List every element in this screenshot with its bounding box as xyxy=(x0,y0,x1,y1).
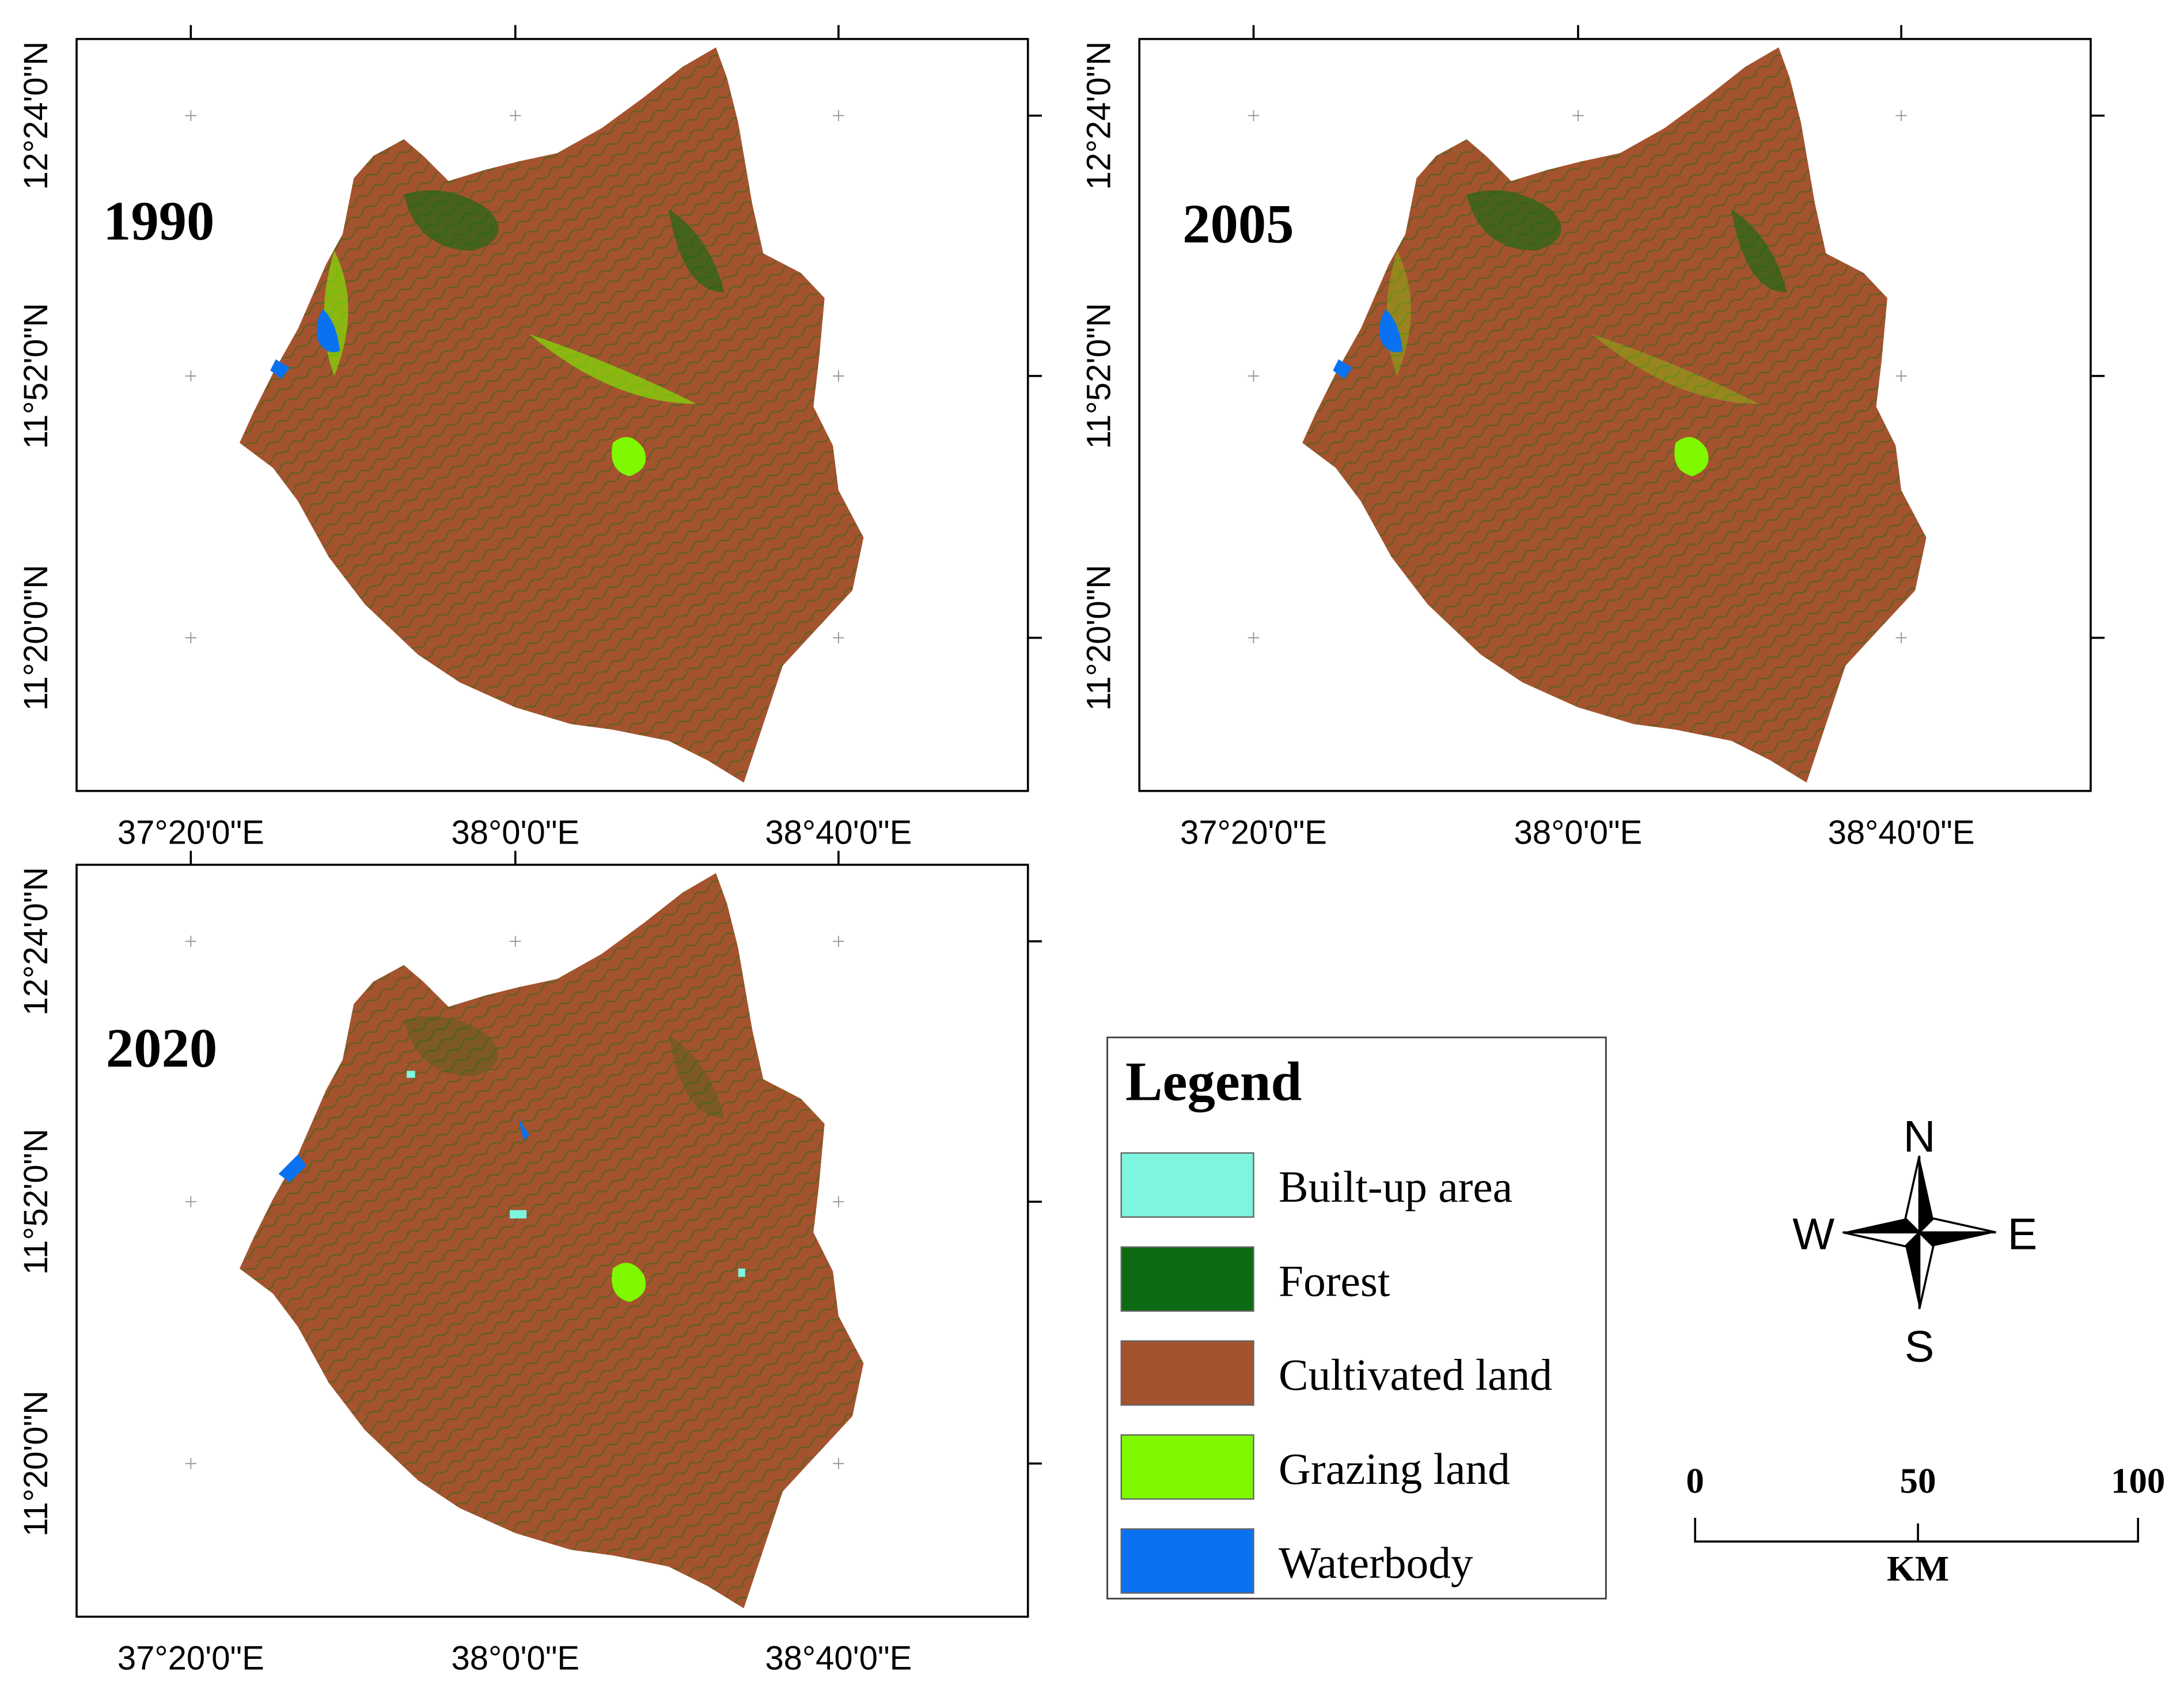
forest-patch xyxy=(1466,190,1787,293)
graticule-cross xyxy=(510,110,521,121)
scale-label: 50 xyxy=(1900,1461,1936,1501)
graticule-cross xyxy=(1895,110,1907,121)
waterbody xyxy=(1333,309,1403,379)
graticule-cross xyxy=(833,110,844,121)
longitude-label: 38°0'0"E xyxy=(451,1640,579,1677)
map-panel: 2020 37°20'0"E 38°0'0"E 38°40'0"E 12°24'0"N 1… xyxy=(17,850,1042,1677)
compass-north: N xyxy=(1904,1112,1936,1161)
latitude-label: 11°52'0"N xyxy=(1080,303,1117,449)
panels: 1990 37°20'0"E 38°0'0"E 38°40'0"E 12°24'0"N 1… xyxy=(17,25,2105,1677)
north-arrow: N S W E xyxy=(1792,1112,2037,1372)
compass-west: W xyxy=(1792,1209,1834,1259)
graticule-cross xyxy=(833,632,844,644)
year-label: 1990 xyxy=(103,190,214,252)
longitude-label: 37°20'0"E xyxy=(1180,814,1327,852)
legend-swatch xyxy=(1120,1340,1254,1406)
grazing-patch xyxy=(612,436,646,477)
graticule-cross xyxy=(1248,110,1260,121)
graticule-cross xyxy=(1572,110,1584,121)
graticule-cross xyxy=(1895,370,1907,382)
graticule-cross xyxy=(833,370,844,382)
grazing-patch xyxy=(1386,250,1760,404)
latitude-label: 12°24'0"N xyxy=(1080,41,1117,190)
graticule-cross xyxy=(185,110,196,121)
year-label: 2005 xyxy=(1182,193,1294,255)
waterbody xyxy=(270,309,340,379)
latitude-label: 11°20'0"N xyxy=(17,565,55,711)
graticule-cross xyxy=(1248,370,1260,382)
graticule-cross xyxy=(185,632,196,644)
longitude-label: 37°20'0"E xyxy=(117,814,264,852)
legend-label: Built-up area xyxy=(1279,1162,1512,1211)
scale-label: 0 xyxy=(1686,1461,1704,1501)
grazing-patch xyxy=(1674,436,1709,477)
compass-south: S xyxy=(1905,1322,1935,1372)
map-panel: 1990 37°20'0"E 38°0'0"E 38°40'0"E 12°24'0"N 1… xyxy=(17,25,1042,852)
grazing-patch xyxy=(612,1263,646,1302)
legend-swatch xyxy=(1120,1246,1254,1312)
legend-swatch xyxy=(1120,1434,1254,1500)
legend-swatch xyxy=(1120,1152,1254,1218)
map-panel: 2005 37°20'0"E 38°0'0"E 38°40'0"E 12°24'0"N 1… xyxy=(1080,25,2105,852)
longitude-label: 38°40'0"E xyxy=(765,1640,912,1677)
legend-label: Cultivated land xyxy=(1279,1350,1552,1400)
latitude-label: 11°20'0"N xyxy=(1080,565,1117,711)
grazing-patch xyxy=(324,250,697,404)
scale-bar: 0 50 100 KM xyxy=(1686,1461,2165,1589)
legend-label: Grazing land xyxy=(1279,1444,1510,1494)
legend-label: Waterbody xyxy=(1279,1538,1473,1587)
scale-unit: KM xyxy=(1887,1548,1949,1589)
graticule-cross xyxy=(185,1458,196,1469)
legend-box xyxy=(1106,1036,1607,1600)
graticule-cross xyxy=(833,936,844,947)
legend-label: Forest xyxy=(1279,1256,1390,1305)
legend-title: Legend xyxy=(1125,1051,1302,1112)
longitude-label: 37°20'0"E xyxy=(117,1640,264,1677)
graticule-cross xyxy=(1895,632,1907,644)
latitude-label: 12°24'0"N xyxy=(17,867,55,1016)
latitude-label: 12°24'0"N xyxy=(17,41,55,190)
legend-items: Built-up area Forest Cultivated land Grazin… xyxy=(1120,1152,1552,1594)
longitude-label: 38°0'0"E xyxy=(451,814,579,852)
legend: Legend Built-up area Forest Cultivated lan… xyxy=(1106,1036,1607,1600)
forest-patch xyxy=(404,1016,725,1118)
graticule-cross xyxy=(833,1196,844,1207)
latitude-label: 11°20'0"N xyxy=(17,1391,55,1537)
year-label: 2020 xyxy=(106,1017,217,1078)
longitude-label: 38°40'0"E xyxy=(1828,814,1975,852)
graticule-cross xyxy=(185,370,196,382)
graticule-cross xyxy=(833,1458,844,1469)
graticule-cross xyxy=(185,1196,196,1207)
compass-east: E xyxy=(2008,1209,2038,1259)
latitude-label: 11°52'0"N xyxy=(17,303,55,449)
graticule-cross xyxy=(510,936,521,947)
legend-swatch xyxy=(1120,1528,1254,1594)
longitude-label: 38°0'0"E xyxy=(1514,814,1643,852)
graticule-cross xyxy=(185,936,196,947)
graticule-cross xyxy=(1248,632,1260,644)
scale-label: 100 xyxy=(2111,1461,2165,1501)
latitude-label: 11°52'0"N xyxy=(17,1129,55,1275)
longitude-label: 38°40'0"E xyxy=(765,814,912,852)
forest-patch xyxy=(404,190,725,293)
